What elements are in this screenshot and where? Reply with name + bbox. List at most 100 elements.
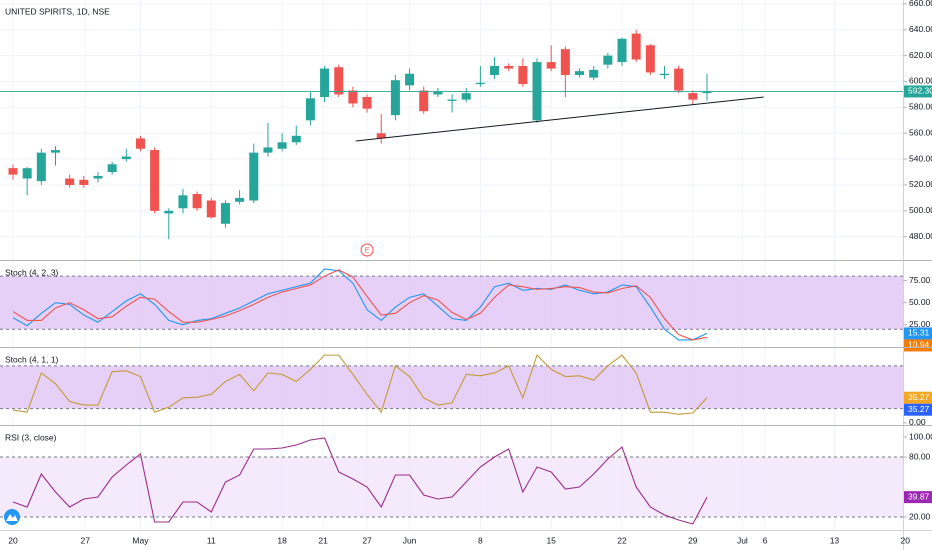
candle-body (135, 138, 145, 149)
price-badge (904, 327, 932, 340)
candle-body (405, 73, 415, 86)
candle-body (305, 98, 315, 121)
x-tick-label: 21 (318, 535, 328, 545)
price-badge-label: 39.87 (908, 491, 930, 501)
y-tick-label: 500.00 (909, 205, 932, 215)
candle-body (93, 175, 103, 179)
x-tick-label: 20 (8, 535, 18, 545)
candle-body (362, 97, 372, 109)
candle-body (659, 73, 669, 76)
candle-body (490, 65, 500, 76)
y-tick-label: 75.00 (909, 275, 931, 285)
candle-body (206, 200, 216, 218)
candle-body (504, 65, 514, 69)
y-tick-label: 600.00 (909, 76, 932, 86)
candle-body (631, 33, 641, 60)
candle-body (249, 152, 259, 201)
candle-body (645, 45, 655, 73)
y-tick-label: 620.00 (909, 50, 932, 60)
earnings-label: E (365, 247, 370, 254)
candle-body (178, 195, 188, 209)
y-tick-label: 0.00 (909, 417, 926, 427)
candle-body (546, 62, 556, 69)
candle-body (433, 91, 443, 95)
candle-body (36, 152, 46, 182)
pane-title: Stoch (4, 2, 3) (5, 267, 59, 277)
candle-body (674, 68, 684, 91)
candle-body (150, 150, 160, 211)
x-tick-label: 29 (688, 535, 698, 545)
candle-body (575, 71, 585, 76)
x-tick-label: 11 (207, 535, 216, 545)
candle-body (560, 49, 570, 76)
y-tick-label: 640.00 (909, 24, 932, 34)
candle-body (220, 203, 230, 224)
y-tick-label: 20.00 (909, 511, 931, 521)
y-tick-label: 480.00 (909, 231, 932, 241)
candle-body (291, 135, 301, 143)
candle-body (50, 150, 60, 153)
candle-body (419, 90, 429, 112)
series-line (12, 269, 708, 341)
candle-body (277, 142, 287, 149)
candle-body (702, 91, 712, 94)
pane-title: RSI (3, close) (5, 432, 57, 442)
price-badge (904, 85, 932, 98)
candle-body (348, 90, 358, 104)
x-tick-label: 18 (277, 535, 287, 545)
x-tick-label: May (132, 535, 149, 545)
y-tick-label: 100.00 (909, 431, 932, 441)
candle-body (376, 133, 386, 139)
candle-body (447, 99, 457, 101)
y-tick-label: 520.00 (909, 179, 932, 189)
price-badge-label: 35.27 (908, 392, 930, 402)
logo (4, 509, 20, 525)
y-tick-label: 560.00 (909, 127, 932, 137)
y-tick-label: 50.00 (909, 297, 931, 307)
band (0, 365, 903, 409)
candle-body (603, 55, 613, 65)
candle-body (617, 38, 627, 63)
trendline (355, 96, 764, 142)
pane-title: Stoch (4, 1, 1) (5, 354, 59, 364)
plot: E (0, 29, 903, 525)
candle-body (390, 80, 400, 116)
price-badge-label: 592.30 (908, 86, 932, 96)
candle-body (461, 93, 471, 100)
band (0, 276, 903, 330)
candle-body (320, 68, 330, 98)
price-badge (904, 491, 932, 504)
price-badge-label: 15.31 (908, 328, 930, 338)
x-tick-label: 15 (546, 535, 556, 545)
x-tick-label: Jun (403, 535, 417, 545)
candle-body (334, 67, 344, 95)
price-badge (904, 391, 932, 404)
y-tick-label: 80.00 (909, 451, 931, 461)
y-tick-label: 580.00 (909, 102, 932, 112)
candle-body (589, 69, 599, 78)
candle-body (475, 82, 485, 85)
x-tick-label: 22 (617, 535, 627, 545)
x-tick-label: 27 (362, 535, 372, 545)
earnings-marker (360, 243, 374, 257)
x-tick-label: 6 (763, 535, 768, 545)
price-badge (904, 403, 932, 416)
x-tick-label: 13 (830, 535, 840, 545)
series-line (12, 437, 708, 525)
candle-body (22, 168, 32, 179)
candle-body (65, 178, 75, 185)
x-tick-label: 8 (478, 535, 483, 545)
candle-body (518, 65, 528, 85)
candle-body (235, 197, 245, 202)
price-badge-label: 10.94 (908, 340, 930, 350)
y-tick-label: 25.00 (909, 319, 931, 329)
candle-body (192, 194, 202, 209)
grid (0, 0, 903, 530)
price-badge-label: 35.27 (908, 404, 930, 414)
pane-title: UNITED SPIRITS, 1D, NSE (5, 6, 110, 16)
series-line (12, 354, 708, 415)
x-tick-label: 20 (901, 535, 911, 545)
candle-body (121, 156, 131, 160)
x-tick-label: Jul (737, 535, 748, 545)
